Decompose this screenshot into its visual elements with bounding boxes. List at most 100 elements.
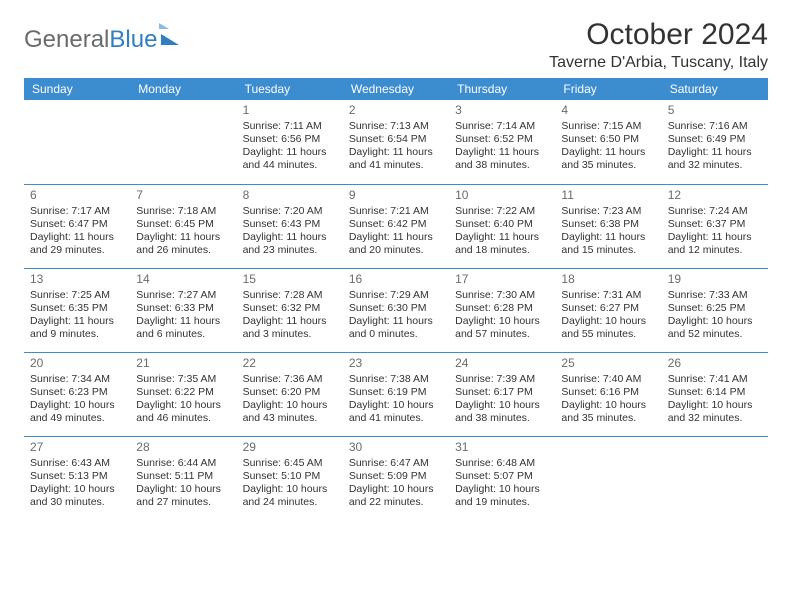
- calendar-cell: 23Sunrise: 7:38 AMSunset: 6:19 PMDayligh…: [343, 352, 449, 436]
- sunrise-line: Sunrise: 7:24 AM: [668, 205, 762, 218]
- sunrise-line: Sunrise: 6:45 AM: [243, 457, 337, 470]
- calendar-cell: 15Sunrise: 7:28 AMSunset: 6:32 PMDayligh…: [237, 268, 343, 352]
- sunset-line: Sunset: 5:09 PM: [349, 470, 443, 483]
- daylight-line: Daylight: 11 hours and 9 minutes.: [30, 315, 124, 341]
- daylight-line: Daylight: 10 hours and 27 minutes.: [136, 483, 230, 509]
- sunrise-line: Sunrise: 7:36 AM: [243, 373, 337, 386]
- day-number: 23: [349, 356, 443, 371]
- sunrise-line: Sunrise: 7:33 AM: [668, 289, 762, 302]
- sunrise-line: Sunrise: 7:29 AM: [349, 289, 443, 302]
- sunset-line: Sunset: 6:28 PM: [455, 302, 549, 315]
- calendar-cell: [24, 100, 130, 184]
- weekday-header: Wednesday: [343, 78, 449, 100]
- daylight-line: Daylight: 10 hours and 22 minutes.: [349, 483, 443, 509]
- calendar-cell: 2Sunrise: 7:13 AMSunset: 6:54 PMDaylight…: [343, 100, 449, 184]
- sunset-line: Sunset: 6:20 PM: [243, 386, 337, 399]
- day-number: 20: [30, 356, 124, 371]
- day-number: 31: [455, 440, 549, 455]
- day-number: 1: [243, 103, 337, 118]
- sunset-line: Sunset: 5:13 PM: [30, 470, 124, 483]
- weekday-header: Sunday: [24, 78, 130, 100]
- day-number: 6: [30, 188, 124, 203]
- sunrise-line: Sunrise: 7:14 AM: [455, 120, 549, 133]
- calendar-cell: 8Sunrise: 7:20 AMSunset: 6:43 PMDaylight…: [237, 184, 343, 268]
- daylight-line: Daylight: 11 hours and 41 minutes.: [349, 146, 443, 172]
- sunset-line: Sunset: 6:16 PM: [561, 386, 655, 399]
- sunrise-line: Sunrise: 6:48 AM: [455, 457, 549, 470]
- calendar-cell: 22Sunrise: 7:36 AMSunset: 6:20 PMDayligh…: [237, 352, 343, 436]
- daylight-line: Daylight: 10 hours and 55 minutes.: [561, 315, 655, 341]
- daylight-line: Daylight: 11 hours and 23 minutes.: [243, 231, 337, 257]
- calendar-cell: [662, 436, 768, 520]
- daylight-line: Daylight: 10 hours and 32 minutes.: [668, 399, 762, 425]
- calendar-cell: 28 Sunrise: 6:44 AMSunset: 5:11 PMDayligh…: [130, 436, 236, 520]
- sunrise-line: Sunrise: 6:47 AM: [349, 457, 443, 470]
- calendar-cell: 31Sunrise: 6:48 AMSunset: 5:07 PMDayligh…: [449, 436, 555, 520]
- daylight-line: Daylight: 11 hours and 38 minutes.: [455, 146, 549, 172]
- logo: GeneralBlue: [24, 26, 177, 54]
- sunset-line: Sunset: 6:56 PM: [243, 133, 337, 146]
- sunrise-line: Sunrise: 6:43 AM: [30, 457, 124, 470]
- daylight-line: Daylight: 11 hours and 20 minutes.: [349, 231, 443, 257]
- sunrise-line: Sunrise: 7:17 AM: [30, 205, 124, 218]
- calendar-week-row: 1Sunrise: 7:11 AMSunset: 6:56 PMDaylight…: [24, 100, 768, 184]
- sunrise-line: Sunrise: 7:11 AM: [243, 120, 337, 133]
- calendar-week-row: 27 Sunrise: 6:43 AMSunset: 5:13 PM Dayligh…: [24, 436, 768, 520]
- calendar-week-row: 6Sunrise: 7:17 AMSunset: 6:47 PMDaylight…: [24, 184, 768, 268]
- day-number: 21: [136, 356, 230, 371]
- weekday-header: Saturday: [662, 78, 768, 100]
- daylight-line: Daylight: 10 hours and 49 minutes.: [30, 399, 124, 425]
- sunset-line: Sunset: 6:35 PM: [30, 302, 124, 315]
- calendar-cell: 1 Sunrise: 7:11 AMSunset: 6:56 PMDaylight…: [237, 100, 343, 184]
- daylight-line: Daylight: 11 hours and 44 minutes.: [243, 146, 337, 172]
- day-number: 13: [30, 272, 124, 287]
- day-number: 18: [561, 272, 655, 287]
- daylight-line: Daylight: 11 hours and 0 minutes.: [349, 315, 443, 341]
- daylight-line: Daylight: 11 hours and 15 minutes.: [561, 231, 655, 257]
- sunrise-line: Sunrise: 7:13 AM: [349, 120, 443, 133]
- sunset-line: Sunset: 6:19 PM: [349, 386, 443, 399]
- weekday-header: Tuesday: [237, 78, 343, 100]
- daylight-line: Daylight: 11 hours and 35 minutes.: [561, 146, 655, 172]
- month-title: October 2024: [549, 18, 768, 52]
- daylight-line: Daylight: 10 hours and 35 minutes.: [561, 399, 655, 425]
- sunrise-line: Sunrise: 6:44 AM: [136, 457, 230, 470]
- sunrise-line: Sunrise: 7:25 AM: [30, 289, 124, 302]
- calendar-cell: 29Sunrise: 6:45 AMSunset: 5:10 PMDayligh…: [237, 436, 343, 520]
- sunrise-line: Sunrise: 7:39 AM: [455, 373, 549, 386]
- calendar-cell: 24Sunrise: 7:39 AMSunset: 6:17 PMDayligh…: [449, 352, 555, 436]
- calendar-cell: 21Sunrise: 7:35 AMSunset: 6:22 PMDayligh…: [130, 352, 236, 436]
- day-number: 28: [136, 440, 230, 455]
- calendar-cell: [130, 100, 236, 184]
- location: Taverne D'Arbia, Tuscany, Italy: [549, 54, 768, 72]
- day-number: 5: [668, 103, 762, 118]
- calendar-cell: 16Sunrise: 7:29 AMSunset: 6:30 PMDayligh…: [343, 268, 449, 352]
- calendar-week-row: 13Sunrise: 7:25 AMSunset: 6:35 PMDayligh…: [24, 268, 768, 352]
- sunrise-line: Sunrise: 7:30 AM: [455, 289, 549, 302]
- sunrise-line: Sunrise: 7:34 AM: [30, 373, 124, 386]
- calendar-table: Sunday Monday Tuesday Wednesday Thursday…: [24, 78, 768, 520]
- weekday-header: Thursday: [449, 78, 555, 100]
- day-number: 26: [668, 356, 762, 371]
- calendar-cell: 27Sunrise: 6:43 AMSunset: 5:13 PMDayligh…: [24, 436, 130, 520]
- day-number: 11: [561, 188, 655, 203]
- sunrise-line: Sunrise: 7:20 AM: [243, 205, 337, 218]
- sunset-line: Sunset: 6:38 PM: [561, 218, 655, 231]
- daylight-line: Daylight: 11 hours and 32 minutes.: [668, 146, 762, 172]
- day-number: 10: [455, 188, 549, 203]
- calendar-cell: 30Sunrise: 6:47 AMSunset: 5:09 PMDayligh…: [343, 436, 449, 520]
- logo-wedge-light-icon: [159, 23, 169, 29]
- logo-text-2: Blue: [109, 26, 157, 54]
- calendar-cell: 5Sunrise: 7:16 AMSunset: 6:49 PMDaylight…: [662, 100, 768, 184]
- day-number: 3: [455, 103, 549, 118]
- calendar-cell: 13 Sunrise: 7:25 AMSunset: 6:35 PMDayligh…: [24, 268, 130, 352]
- sunset-line: Sunset: 5:11 PM: [136, 470, 230, 483]
- weekday-header: Friday: [555, 78, 661, 100]
- day-number: 27: [30, 440, 124, 455]
- calendar-cell: 4Sunrise: 7:15 AMSunset: 6:50 PMDaylight…: [555, 100, 661, 184]
- sunset-line: Sunset: 6:27 PM: [561, 302, 655, 315]
- calendar-cell: 7Sunrise: 7:18 AMSunset: 6:45 PMDaylight…: [130, 184, 236, 268]
- sunset-line: Sunset: 6:22 PM: [136, 386, 230, 399]
- daylight-line: Daylight: 10 hours and 57 minutes.: [455, 315, 549, 341]
- day-number: 2: [349, 103, 443, 118]
